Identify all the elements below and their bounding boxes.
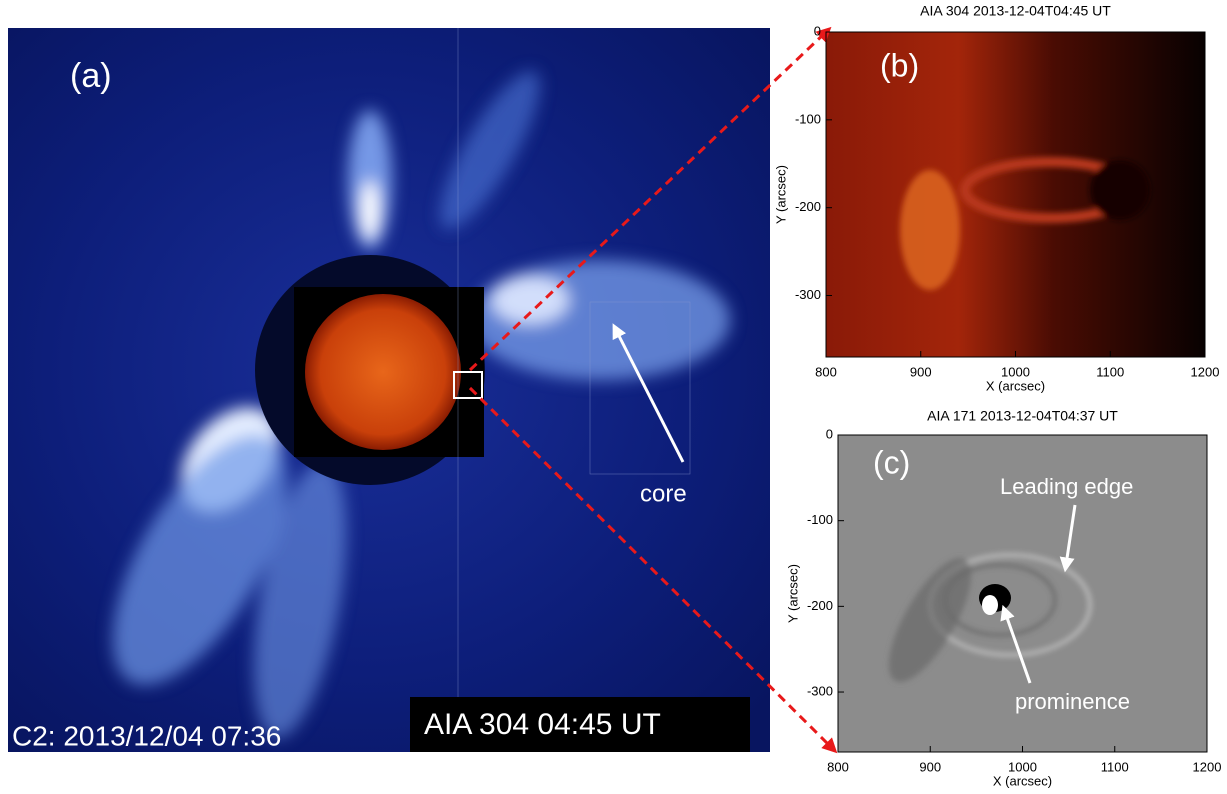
panel-label: (a) xyxy=(70,57,112,95)
plot-title: AIA 304 2013-12-04T04:45 UT xyxy=(920,3,1111,19)
panel-label: (b) xyxy=(880,47,919,83)
x-tick-label: 1200 xyxy=(1193,759,1222,774)
annotation: prominence xyxy=(1015,689,1130,714)
y-tick-label: -300 xyxy=(807,683,833,698)
x-axis-label: X (arcsec) xyxy=(993,773,1052,788)
y-tick-label: -100 xyxy=(795,111,821,126)
x-tick-label: 1100 xyxy=(1096,364,1124,379)
x-tick-label: 1100 xyxy=(1101,759,1129,774)
y-tick-label: -300 xyxy=(795,287,821,302)
y-tick-label: -200 xyxy=(795,199,821,214)
y-tick-label: -100 xyxy=(807,512,833,527)
x-tick-label: 1200 xyxy=(1191,364,1220,379)
y-tick-label: 0 xyxy=(826,426,833,441)
y-axis-label: Y (arcsec) xyxy=(773,165,788,224)
x-tick-label: 800 xyxy=(815,364,837,379)
x-tick-label: 900 xyxy=(919,759,941,774)
x-tick-label: 900 xyxy=(910,364,932,379)
x-tick-label: 1000 xyxy=(1008,759,1037,774)
panel-b: (b) xyxy=(826,32,1205,357)
inset-label: AIA 304 04:45 UT xyxy=(424,708,661,741)
panel-a: (a) core C2: 2013/12/04 07:36 AIA 304 04… xyxy=(8,28,770,752)
panel-c: (c) Leading edge prominence xyxy=(838,435,1207,752)
annotation: Leading edge xyxy=(1000,474,1133,499)
x-axis-label: X (arcsec) xyxy=(986,378,1045,393)
sun-disk xyxy=(305,294,461,450)
plot-title: AIA 171 2013-12-04T04:37 UT xyxy=(927,408,1118,424)
y-axis-label: Y (arcsec) xyxy=(785,564,800,623)
panel-label: (c) xyxy=(873,444,910,480)
x-tick-label: 1000 xyxy=(1001,364,1030,379)
timestamp: C2: 2013/12/04 07:36 xyxy=(12,720,281,751)
y-tick-label: -200 xyxy=(807,598,833,613)
figure: (a) core C2: 2013/12/04 07:36 AIA 304 04… xyxy=(0,0,1227,794)
x-tick-label: 800 xyxy=(827,759,849,774)
y-tick-label: 0 xyxy=(814,23,821,38)
annotation: core xyxy=(640,480,687,507)
